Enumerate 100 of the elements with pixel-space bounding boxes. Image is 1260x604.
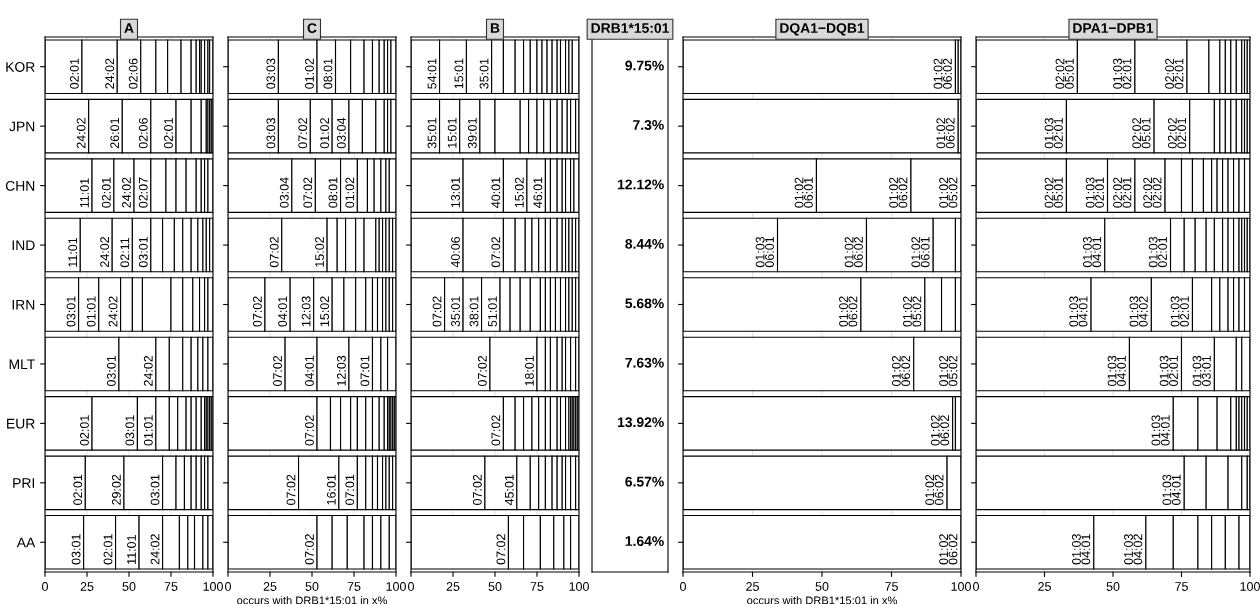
annotation: 12:03 (301, 296, 311, 327)
annotation: 01:03 02:01 (1148, 236, 1167, 268)
annotation: 54:01 (427, 58, 437, 89)
x-tick-label: 50 (1106, 582, 1120, 591)
x-tick-label: 0 (42, 582, 48, 591)
annotation: 02:01 (101, 177, 111, 208)
annotation: 02:07 (138, 177, 148, 208)
annotation: 40:01 (491, 177, 501, 208)
text: 7.63% (625, 357, 664, 368)
annotation: 01:01 (143, 415, 153, 446)
annotation: 02:02 05:01 (1044, 177, 1063, 208)
y-tick-label: CHN (5, 180, 35, 191)
annotation: 02:11 (120, 237, 130, 268)
x-tick-label: 25 (446, 582, 460, 591)
x-tick-label: 25 (746, 582, 759, 591)
annotation: 18:01 (525, 355, 534, 386)
annotation: 24:02 (143, 355, 153, 386)
x-axis-title: occurs with DRB1*15:01 in x% (237, 596, 387, 604)
annotation: 03:01 (106, 355, 116, 387)
annotation: 01:01 (86, 296, 96, 327)
x-tick-label: 50 (488, 582, 502, 591)
annotation: 02:02 02:01 (1165, 58, 1184, 89)
annotation: 08:01 (323, 58, 333, 89)
x-tick-label: 100 (951, 582, 971, 591)
x-tick-label: 0 (680, 582, 686, 591)
annotation: 24:02 (105, 58, 115, 89)
annotation: 04:01 (305, 355, 314, 387)
text: 5.68% (625, 298, 664, 309)
annotation: 02:01 (73, 474, 83, 505)
chart-title: DQA1−DQB1 (780, 23, 865, 36)
annotation: 07:02 (252, 296, 262, 327)
y-tick-label: PRI (13, 478, 34, 488)
text: 13.92% (617, 417, 664, 428)
annotation: 01:03 02:01 (1159, 355, 1178, 387)
annotation: 38:01 (469, 296, 479, 327)
annotation: 01:02 06:01 (911, 236, 930, 268)
annotation: 01:03 04:02 (1129, 296, 1148, 327)
text: 6.57% (625, 476, 664, 487)
x-tick-label: 100 (569, 582, 589, 591)
annotation: 01:02 06:02 (939, 534, 958, 565)
annotation: 02:02 02:01 (1113, 177, 1132, 208)
annotation: 24:02 (108, 296, 118, 327)
annotation: 01:02 06:01 (794, 177, 813, 208)
annotation: 07:02 (269, 236, 279, 268)
annotation: 11:01 (127, 535, 136, 564)
annotation: 01:03 02:01 (1113, 58, 1132, 89)
annotation: 29:02 (111, 474, 121, 505)
y-tick-label: AA (16, 537, 36, 548)
annotation: 01:03 02:01 (1170, 296, 1189, 327)
x-tick-label: 50 (122, 582, 136, 591)
x-tick-label: 50 (305, 582, 319, 591)
x-tick-label: 50 (815, 582, 829, 591)
annotation: 03:04 (279, 177, 289, 208)
annotation: 03:01 (71, 534, 81, 565)
annotation: 46:01 (533, 177, 543, 208)
annotation: 01:02 06:02 (925, 474, 944, 505)
annotation: 01:02 06:02 (936, 118, 955, 149)
annotation: 02:01 (80, 415, 89, 446)
text: 8.44% (625, 238, 664, 249)
annotation: 03:03 (266, 58, 276, 89)
annotation: 01:03 04:01 (1162, 474, 1181, 505)
y-tick-label: MLT (9, 359, 35, 369)
annotation: 26:01 (110, 118, 120, 149)
annotation: 01:03 06:01 (755, 236, 774, 268)
y-tick-label: EUR (7, 418, 35, 429)
annotation: 07:02 (298, 118, 308, 149)
x-tick-label: 0 (408, 582, 414, 591)
chart-title: DPA1−DPB1 (1073, 23, 1154, 33)
x-tick-label: 0 (225, 582, 231, 591)
annotation: 02:02 02:01 (1167, 118, 1187, 149)
annotation: 02:02 05:01 (1055, 58, 1074, 89)
annotation: 11:01 (68, 237, 78, 267)
annotation: 16:01 (326, 474, 336, 505)
x-tick-label: 100 (203, 582, 223, 591)
annotation: 08:01 (328, 177, 338, 208)
annotation: 01:02 06:02 (930, 415, 950, 446)
annotation: 07:01 (345, 474, 355, 505)
annotation: 03:04 (336, 117, 346, 149)
annotation: 35:01 (479, 58, 489, 89)
annotation: 07:02 (472, 474, 482, 505)
annotation: 07:02 (273, 355, 282, 387)
x-tick-label: 0 (973, 582, 979, 591)
annotation: 01:02 06:02 (933, 58, 952, 89)
x-tick-label: 75 (347, 582, 361, 591)
annotation: 07:02 (286, 474, 296, 505)
annotation: 12:03 (336, 355, 346, 386)
y-tick-label: IRN (12, 299, 35, 310)
annotation: 07:02 (496, 534, 506, 565)
annotation: 07:02 (305, 415, 314, 446)
y-tick-label: KOR (6, 62, 35, 72)
x-tick-label: 100 (386, 582, 406, 591)
annotation: 01:02 (320, 118, 330, 149)
annotation: 07:01 (360, 355, 370, 387)
annotation: 07:02 (432, 296, 442, 327)
annotation: 01:03 02:01 (1044, 118, 1063, 149)
annotation: 01:03 02:01 (1085, 177, 1104, 208)
text: 12.12% (617, 179, 664, 190)
annotation: 07:02 (491, 236, 501, 268)
annotation: 01:02 (345, 177, 355, 208)
y-tick-label: JPN (9, 121, 35, 132)
